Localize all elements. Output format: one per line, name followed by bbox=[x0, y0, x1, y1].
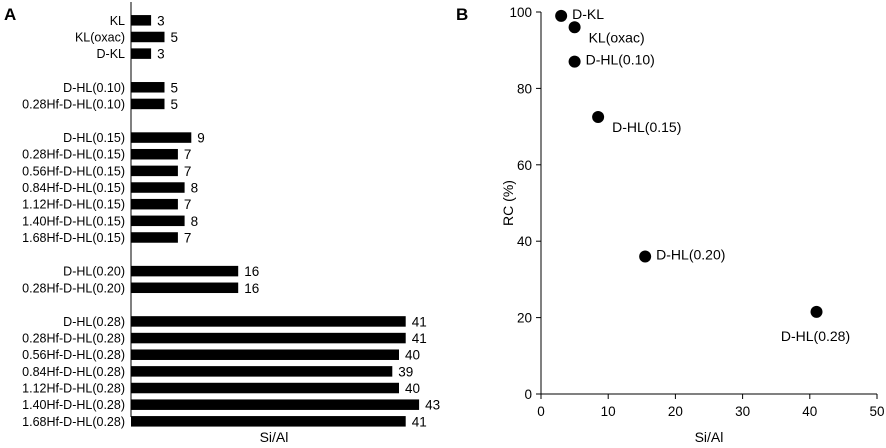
bar-chart-panel-a: A KL 3 KL(oxac) 5 D-KL 3 D-HL(0.10) 5 0.28Hf-D-H… bbox=[4, 2, 440, 445]
category-label: 1.12Hf-D-HL(0.15) bbox=[22, 198, 125, 212]
category-label: 0.84Hf-D-HL(0.28) bbox=[22, 365, 125, 379]
bar bbox=[131, 132, 192, 143]
axis-ticks-b: 0 10 20 30 40 50 0 20 40 60 80 100 bbox=[509, 5, 884, 419]
bar bbox=[131, 82, 165, 93]
scatter-point bbox=[810, 305, 823, 318]
category-label: 0.56Hf-D-HL(0.15) bbox=[22, 164, 125, 178]
scatter-point bbox=[568, 21, 581, 34]
data-label: 8 bbox=[191, 214, 199, 229]
data-label: 41 bbox=[412, 331, 427, 346]
x-axis-label-a: Si/Al bbox=[260, 429, 289, 445]
x-tick-label: 0 bbox=[537, 404, 545, 419]
point-label: KL(oxac) bbox=[589, 29, 645, 45]
category-label: 1.12Hf-D-HL(0.28) bbox=[22, 382, 125, 396]
data-label: 16 bbox=[244, 281, 259, 296]
category-label: 0.56Hf-D-HL(0.28) bbox=[22, 348, 125, 362]
bar bbox=[131, 265, 239, 277]
bar bbox=[131, 215, 185, 227]
category-label: 0.28Hf-D-HL(0.15) bbox=[22, 148, 125, 162]
y-tick-label: 100 bbox=[509, 5, 532, 20]
point-label: D-HL(0.20) bbox=[656, 246, 725, 262]
data-label: 7 bbox=[184, 164, 192, 179]
data-label: 7 bbox=[184, 230, 192, 245]
data-label: 43 bbox=[425, 398, 440, 413]
data-label: 3 bbox=[157, 47, 165, 62]
category-label: 0.28Hf-D-HL(0.10) bbox=[22, 97, 125, 111]
bar bbox=[131, 98, 165, 110]
category-label: 1.40Hf-D-HL(0.15) bbox=[22, 214, 125, 228]
bar bbox=[131, 399, 420, 410]
x-tick-label: 10 bbox=[601, 404, 616, 419]
data-label: 40 bbox=[405, 381, 420, 396]
category-label: KL(oxac) bbox=[75, 30, 125, 44]
category-label: 1.68Hf-D-HL(0.28) bbox=[22, 415, 125, 429]
y-tick-label: 80 bbox=[517, 81, 532, 96]
bar bbox=[131, 282, 239, 294]
bar bbox=[131, 382, 399, 394]
point-label: D-KL bbox=[572, 6, 604, 22]
x-tick-label: 40 bbox=[802, 404, 817, 419]
category-label: 0.28Hf-D-HL(0.28) bbox=[22, 332, 125, 346]
point-label: D-HL(0.15) bbox=[612, 119, 681, 135]
bar bbox=[131, 316, 406, 327]
x-axis-label-b: Si/Al bbox=[695, 429, 724, 445]
category-label: 0.84Hf-D-HL(0.15) bbox=[22, 181, 125, 195]
bar bbox=[131, 148, 178, 160]
data-label: 40 bbox=[405, 348, 420, 363]
y-tick-label: 20 bbox=[517, 311, 532, 326]
category-label: D-HL(0.20) bbox=[63, 265, 125, 279]
bar bbox=[131, 15, 152, 26]
data-label: 9 bbox=[197, 131, 205, 146]
scatter-points: D-KL KL(oxac) D-HL(0.10) D-HL(0.15) D-HL(0.2… bbox=[555, 6, 850, 344]
data-label: 7 bbox=[184, 147, 192, 162]
category-label: D-KL bbox=[97, 47, 126, 61]
y-tick-label: 60 bbox=[517, 158, 532, 173]
data-label: 16 bbox=[244, 264, 259, 279]
bar bbox=[131, 48, 152, 59]
data-label: 3 bbox=[157, 13, 165, 28]
data-label: 5 bbox=[171, 30, 179, 45]
bar bbox=[131, 416, 406, 427]
bar bbox=[131, 165, 178, 177]
scatter-point bbox=[592, 111, 605, 124]
category-label: KL bbox=[110, 14, 125, 28]
data-label: 7 bbox=[184, 197, 192, 212]
category-label: D-HL(0.28) bbox=[63, 315, 125, 329]
scatter-point bbox=[555, 9, 568, 22]
data-label: 41 bbox=[412, 414, 427, 429]
point-label: D-HL(0.10) bbox=[586, 52, 655, 68]
data-label: 41 bbox=[412, 314, 427, 329]
bar bbox=[131, 182, 185, 193]
scatter-point bbox=[568, 55, 581, 68]
category-label: D-HL(0.15) bbox=[63, 131, 125, 145]
category-label: 1.68Hf-D-HL(0.15) bbox=[22, 231, 125, 245]
y-tick-label: 40 bbox=[517, 234, 532, 249]
panel-label-b: B bbox=[456, 5, 468, 24]
data-label: 8 bbox=[191, 181, 199, 196]
x-tick-label: 50 bbox=[869, 404, 884, 419]
point-label: D-HL(0.28) bbox=[781, 328, 850, 344]
bar-series: KL 3 KL(oxac) 5 D-KL 3 D-HL(0.10) 5 0.28Hf-D-HL(… bbox=[22, 13, 440, 429]
bar bbox=[131, 31, 165, 43]
x-tick-label: 30 bbox=[735, 404, 750, 419]
data-label: 5 bbox=[171, 80, 179, 95]
y-tick-label: 0 bbox=[524, 387, 532, 402]
x-tick-label: 20 bbox=[668, 404, 683, 419]
data-label: 5 bbox=[171, 97, 179, 112]
scatter-point bbox=[639, 250, 652, 263]
bar bbox=[131, 332, 406, 344]
category-label: 1.40Hf-D-HL(0.28) bbox=[22, 398, 125, 412]
data-label: 39 bbox=[398, 364, 413, 379]
y-axis-label-b: RC (%) bbox=[500, 180, 516, 226]
bar bbox=[131, 349, 399, 360]
bar bbox=[131, 232, 178, 243]
bar bbox=[131, 366, 393, 377]
category-label: D-HL(0.10) bbox=[63, 81, 125, 95]
panel-label-a: A bbox=[4, 5, 16, 24]
category-label: 0.28Hf-D-HL(0.20) bbox=[22, 281, 125, 295]
bar bbox=[131, 198, 178, 210]
